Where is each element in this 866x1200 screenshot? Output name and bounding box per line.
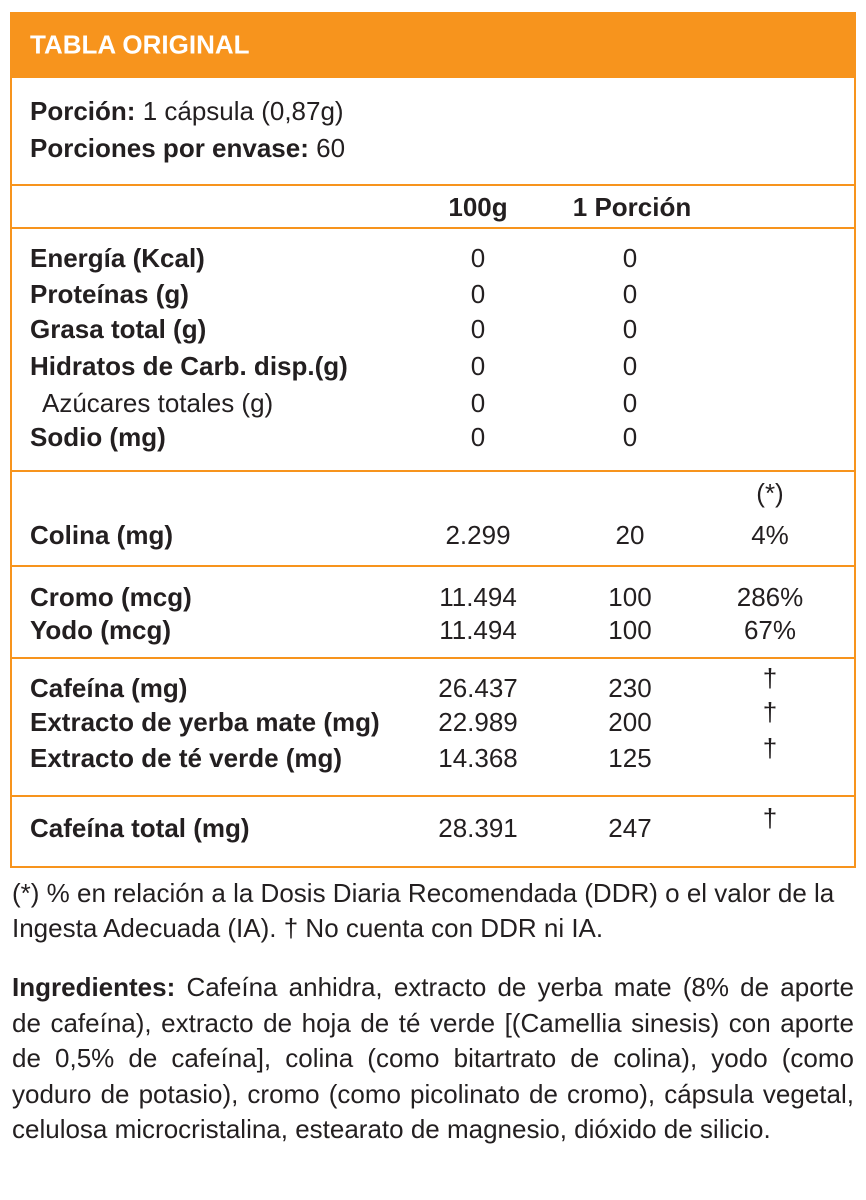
value-percent: †: [762, 697, 778, 727]
serving-value: 60: [316, 133, 346, 163]
row-name: Cafeína (mg): [30, 673, 188, 703]
divider: [10, 227, 856, 229]
title: TABLA ORIGINAL: [30, 29, 250, 60]
value-100g: 0: [470, 243, 486, 273]
divider: [10, 565, 856, 567]
value-percent: 67%: [743, 615, 797, 645]
column-header: 1 Porción: [572, 192, 692, 222]
value-serving: 0: [622, 388, 638, 418]
value-serving: 0: [622, 351, 638, 381]
value-100g: 22.989: [438, 707, 518, 737]
ingredients-text: Cafeína anhidra, extracto de yerba mate …: [12, 972, 854, 1145]
ingredients: Ingredientes: Cafeína anhidra, extracto …: [12, 970, 854, 1148]
header-bar: [10, 12, 856, 78]
value-100g: 28.391: [438, 813, 518, 843]
value-100g: 0: [470, 388, 486, 418]
value-100g: 0: [470, 422, 486, 452]
value-serving: 100: [608, 615, 652, 645]
value-percent: †: [762, 733, 778, 763]
footnote: (*) % en relación a la Dosis Diaria Reco…: [12, 878, 835, 943]
row-name: Azúcares totales (g): [42, 388, 274, 418]
value-100g: 11.494: [439, 615, 517, 645]
value-serving: 125: [608, 743, 652, 773]
ingredients-label: Ingredientes:: [12, 972, 176, 1002]
value-100g: 11.494: [439, 582, 517, 612]
serving-label: Porciones por envase:: [30, 133, 309, 163]
divider: [10, 795, 856, 797]
divider: [10, 657, 856, 659]
percent-header: (*): [756, 478, 784, 508]
row-name: Cromo (mcg): [30, 582, 192, 612]
value-100g: 2.299: [445, 520, 511, 550]
value-percent: 286%: [736, 582, 804, 612]
row-name: Sodio (mg): [30, 422, 166, 452]
value-100g: 0: [470, 314, 486, 344]
value-serving: 0: [622, 314, 638, 344]
value-serving: 230: [608, 673, 652, 703]
serving-line: Porción: 1 cápsula (0,87g): [30, 96, 344, 126]
row-name: Cafeína total (mg): [30, 813, 250, 843]
value-serving: 200: [608, 707, 652, 737]
row-name: Colina (mg): [30, 520, 173, 550]
value-serving: 100: [608, 582, 652, 612]
value-100g: 14.368: [438, 743, 518, 773]
value-100g: 0: [470, 351, 486, 381]
value-serving: 0: [622, 243, 638, 273]
value-percent: 4%: [751, 520, 789, 550]
row-name: Hidratos de Carb. disp.(g): [30, 351, 348, 381]
value-serving: 20: [615, 520, 645, 550]
row-name: Proteínas (g): [30, 279, 189, 309]
value-100g: 26.437: [438, 673, 518, 703]
column-header: 100g: [448, 192, 508, 222]
row-name: Yodo (mcg): [30, 615, 172, 645]
value-100g: 0: [470, 279, 486, 309]
value-serving: 247: [608, 813, 652, 843]
divider: [10, 184, 856, 186]
divider: [10, 470, 856, 472]
value-serving: 0: [622, 422, 638, 452]
row-name: Extracto de yerba mate (mg): [30, 707, 380, 737]
row-name: Extracto de té verde (mg): [30, 743, 343, 773]
serving-line: Porciones por envase: 60: [30, 133, 345, 163]
serving-label: Porción:: [30, 96, 136, 126]
value-percent: †: [762, 803, 778, 833]
value-percent: †: [762, 663, 778, 693]
serving-value: 1 cápsula (0,87g): [142, 96, 344, 126]
row-name: Grasa total (g): [30, 314, 207, 344]
value-serving: 0: [622, 279, 638, 309]
row-name: Energía (Kcal): [30, 243, 205, 273]
